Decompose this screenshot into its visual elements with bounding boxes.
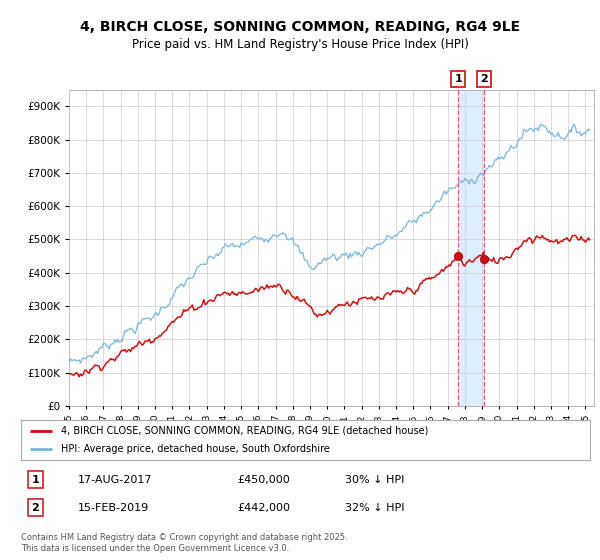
Text: 4, BIRCH CLOSE, SONNING COMMON, READING, RG4 9LE (detached house): 4, BIRCH CLOSE, SONNING COMMON, READING,… xyxy=(61,426,428,436)
Text: 32% ↓ HPI: 32% ↓ HPI xyxy=(345,503,405,512)
Bar xyxy=(458,90,484,406)
Text: 4, BIRCH CLOSE, SONNING COMMON, READING, RG4 9LE: 4, BIRCH CLOSE, SONNING COMMON, READING,… xyxy=(80,20,520,34)
Text: £450,000: £450,000 xyxy=(237,475,290,485)
Text: 30% ↓ HPI: 30% ↓ HPI xyxy=(345,475,404,485)
Text: Contains HM Land Registry data © Crown copyright and database right 2025.
This d: Contains HM Land Registry data © Crown c… xyxy=(21,533,347,553)
Text: 2: 2 xyxy=(31,503,39,512)
Text: HPI: Average price, detached house, South Oxfordshire: HPI: Average price, detached house, Sout… xyxy=(61,445,329,454)
Text: 2: 2 xyxy=(481,74,488,84)
Text: £442,000: £442,000 xyxy=(237,503,290,512)
Text: 15-FEB-2019: 15-FEB-2019 xyxy=(78,503,149,512)
Text: 1: 1 xyxy=(31,475,39,485)
Text: 1: 1 xyxy=(455,74,463,84)
Text: 17-AUG-2017: 17-AUG-2017 xyxy=(78,475,152,485)
Text: Price paid vs. HM Land Registry's House Price Index (HPI): Price paid vs. HM Land Registry's House … xyxy=(131,38,469,51)
